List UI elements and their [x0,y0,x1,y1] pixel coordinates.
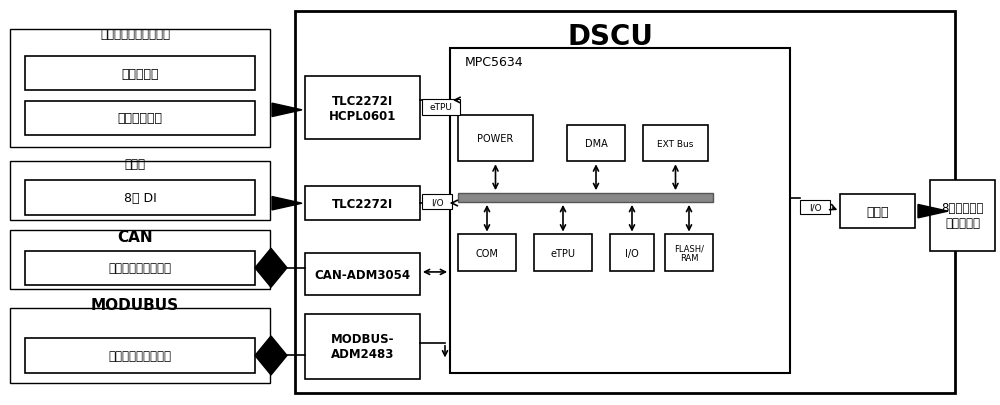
FancyBboxPatch shape [25,101,255,136]
Text: I/O: I/O [625,248,639,258]
FancyBboxPatch shape [422,100,460,115]
Polygon shape [272,197,302,211]
FancyBboxPatch shape [295,12,955,393]
FancyBboxPatch shape [930,180,995,251]
FancyBboxPatch shape [458,115,533,162]
Text: TLC2272I
HCPL0601: TLC2272I HCPL0601 [329,94,396,122]
FancyBboxPatch shape [305,186,420,221]
Text: 8路 DI: 8路 DI [124,192,156,205]
Polygon shape [918,205,948,218]
Text: 运行与控制参数通讯: 运行与控制参数通讯 [108,262,172,275]
Text: CAN-ADM3054: CAN-ADM3054 [314,268,411,281]
Text: DSCU: DSCU [567,23,653,50]
Text: 继电器: 继电器 [866,205,889,218]
Polygon shape [255,249,287,288]
Text: MODBUS-
ADM2483: MODBUS- ADM2483 [331,333,394,360]
FancyBboxPatch shape [534,235,592,271]
Polygon shape [255,336,287,375]
Text: COM: COM [476,248,498,258]
Text: EXT Bus: EXT Bus [657,139,694,148]
Text: I/O: I/O [431,198,443,207]
Text: DMA: DMA [585,139,607,149]
FancyBboxPatch shape [10,308,270,383]
FancyBboxPatch shape [422,195,452,209]
FancyBboxPatch shape [25,57,255,91]
FancyBboxPatch shape [610,235,654,271]
Text: eTPU: eTPU [430,103,452,112]
Polygon shape [272,104,302,117]
Text: 上止点脉冲: 上止点脉冲 [121,67,159,81]
Text: eTPU: eTPU [550,248,576,258]
FancyBboxPatch shape [10,231,270,290]
Text: MPC5634: MPC5634 [465,56,524,69]
Text: 数字量: 数字量 [124,158,146,171]
FancyBboxPatch shape [25,181,255,215]
Text: MODUBUS: MODUBUS [91,297,179,312]
Text: 8路继电器输
出控制通道: 8路继电器输 出控制通道 [941,202,984,230]
FancyBboxPatch shape [10,30,270,148]
FancyBboxPatch shape [305,314,420,379]
Text: 曲轴飞轮脉冲: 曲轴飞轮脉冲 [118,112,162,125]
FancyBboxPatch shape [643,126,708,162]
FancyBboxPatch shape [800,200,830,215]
Text: CAN: CAN [117,230,153,244]
FancyBboxPatch shape [458,194,713,202]
FancyBboxPatch shape [305,77,420,140]
FancyBboxPatch shape [25,251,255,286]
Text: POWER: POWER [477,134,514,144]
FancyBboxPatch shape [305,253,420,296]
Text: 运行参数显示屏显示: 运行参数显示屏显示 [108,349,172,362]
FancyBboxPatch shape [567,126,625,162]
Text: TLC2272I: TLC2272I [332,197,393,210]
Text: FLASH/
RAM: FLASH/ RAM [674,243,704,263]
FancyBboxPatch shape [25,338,255,373]
FancyBboxPatch shape [840,194,915,229]
FancyBboxPatch shape [458,235,516,271]
Text: 脉冲信号、正弦或霍尔: 脉冲信号、正弦或霍尔 [100,28,170,41]
FancyBboxPatch shape [10,162,270,221]
FancyBboxPatch shape [450,49,790,373]
FancyBboxPatch shape [665,235,713,271]
Text: I/O: I/O [809,203,821,212]
